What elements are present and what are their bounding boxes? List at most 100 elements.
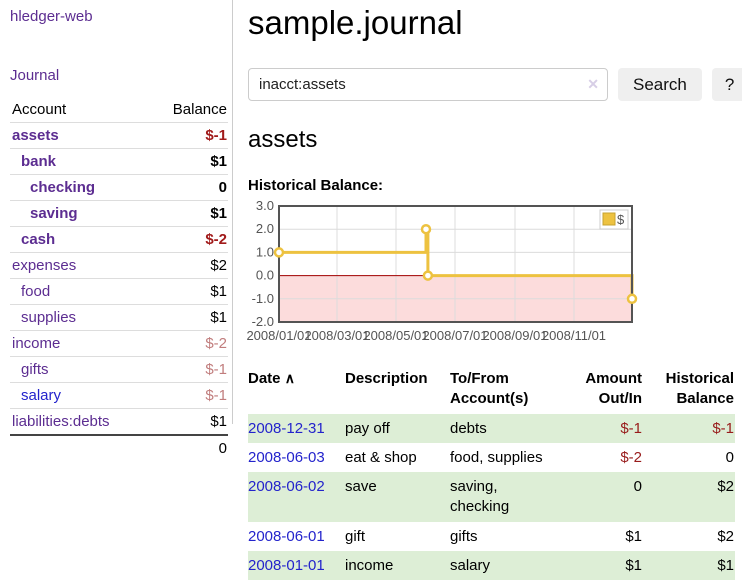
sidebar-account-link[interactable]: expenses — [12, 257, 77, 274]
header-amount: Amount Out/In — [585, 370, 642, 408]
chart-legend: $ — [599, 209, 629, 230]
account-heading: assets — [248, 126, 318, 153]
sidebar-account-link[interactable]: food — [21, 283, 51, 300]
transaction-description: pay off — [345, 413, 450, 443]
main-content: sample.journal ✕ Search ? assets Histori… — [233, 0, 742, 582]
search-input-wrap: ✕ — [248, 68, 608, 101]
account-balance: $-1 — [148, 382, 228, 409]
transaction-row: 2008-06-02 save saving, checking 0 $2 — [248, 472, 735, 522]
sort-ascending-icon[interactable]: ∧ — [284, 370, 295, 386]
svg-text:0.0: 0.0 — [256, 268, 274, 283]
account-balance: 0 — [148, 174, 228, 201]
transaction-amount: $-2 — [620, 448, 642, 466]
account-balance: $-2 — [148, 330, 228, 357]
transaction-amount: $-1 — [562, 413, 642, 443]
search-button[interactable]: Search — [618, 68, 702, 101]
accounts-header-account: Account — [12, 101, 67, 118]
header-accounts: To/From Account(s) — [450, 370, 529, 408]
transactions-table: Date ∧ Description To/From Account(s) Am… — [248, 365, 735, 580]
svg-text:2008/11/01: 2008/11/01 — [542, 328, 606, 343]
search-form: ✕ Search ? — [248, 68, 742, 101]
svg-text:-1.0: -1.0 — [252, 291, 274, 306]
accounts-header-balance: Balance — [172, 101, 227, 118]
account-balance: $1 — [148, 304, 228, 331]
account-balance: $1 — [148, 278, 228, 305]
transaction-accounts: debts — [450, 413, 562, 443]
transaction-accounts: gifts — [450, 527, 478, 545]
transaction-row: 2008-01-01 income salary $1 $1 — [248, 550, 735, 580]
sidebar-item-journal[interactable]: Journal — [10, 67, 60, 84]
accounts-table: Account Balance assets $-1 bank $1 check… — [10, 98, 228, 461]
account-balance: $1 — [148, 148, 228, 175]
transaction-balance: $2 — [642, 472, 735, 522]
account-balance: $-1 — [148, 356, 228, 383]
transaction-accounts: saving, checking — [450, 472, 562, 522]
page-title: sample.journal — [248, 4, 463, 41]
header-balance: Historical Balance — [665, 370, 734, 408]
search-input[interactable] — [248, 68, 608, 101]
sidebar: hledger-web Journal Account Balance asse… — [0, 0, 233, 461]
chart-title: Historical Balance: — [248, 177, 384, 194]
transaction-date-link[interactable]: 2008-06-02 — [248, 478, 325, 495]
svg-text:$: $ — [617, 212, 625, 227]
transaction-date-link[interactable]: 2008-12-31 — [248, 419, 325, 437]
sidebar-account-link[interactable]: income — [12, 335, 61, 352]
account-row: salary $-1 — [10, 382, 228, 409]
accounts-header-row: Account Balance — [10, 98, 228, 123]
svg-text:2008/01/01: 2008/01/01 — [246, 328, 311, 343]
transaction-balance: $2 — [717, 527, 734, 545]
transaction-description: eat & shop — [345, 448, 417, 466]
account-row: food $1 — [10, 278, 228, 305]
svg-text:2.0: 2.0 — [256, 221, 274, 236]
accounts-total-spacer — [10, 434, 149, 461]
sidebar-account-link[interactable]: cash — [21, 231, 56, 248]
header-description: Description — [345, 370, 428, 387]
transaction-row: 2008-06-03 eat & shop food, supplies $-2… — [248, 443, 735, 472]
sidebar-account-link[interactable]: gifts — [21, 361, 49, 378]
svg-text:2008/05/01: 2008/05/01 — [363, 328, 428, 343]
transaction-description: income — [345, 550, 450, 580]
transaction-description: save — [345, 472, 450, 522]
help-button[interactable]: ? — [711, 68, 742, 101]
accounts-total-row: 0 — [10, 434, 228, 461]
accounts-total-value: 0 — [148, 434, 228, 461]
transaction-date-link[interactable]: 2008-01-01 — [248, 556, 325, 574]
account-balance: $1 — [148, 408, 228, 435]
account-row: liabilities:debts $1 — [10, 408, 228, 435]
sidebar-account-link[interactable]: assets — [12, 127, 59, 144]
transaction-balance: 0 — [725, 448, 734, 466]
account-row: supplies $1 — [10, 304, 228, 331]
clear-search-icon[interactable]: ✕ — [587, 76, 599, 92]
sidebar-account-link[interactable]: salary — [21, 387, 62, 404]
transaction-date-link[interactable]: 2008-06-03 — [248, 448, 325, 466]
sidebar-account-link[interactable]: liabilities:debts — [12, 413, 110, 430]
transactions-header-row: Date ∧ Description To/From Account(s) Am… — [248, 365, 735, 414]
transaction-balance: $-1 — [642, 413, 735, 443]
transaction-accounts: food, supplies — [450, 448, 543, 466]
sidebar-account-link[interactable]: supplies — [21, 309, 77, 326]
transaction-amount: 0 — [562, 472, 642, 522]
header-date[interactable]: Date ∧ — [248, 370, 295, 387]
transaction-balance: $1 — [642, 550, 735, 580]
historical-balance-chart: $3.0 2.0 1.0 0.0 -1.0 -2.0 2008/01/01 2008/03/0… — [245, 198, 736, 351]
svg-text:2008/07/01: 2008/07/01 — [422, 328, 487, 343]
account-row: bank $1 — [10, 148, 228, 175]
historical-balance-chart-svg: $3.0 2.0 1.0 0.0 -1.0 -2.02008/01/012008/03/0… — [246, 198, 638, 343]
transaction-date-link[interactable]: 2008-06-01 — [248, 527, 325, 545]
account-balance: $-1 — [148, 122, 228, 149]
account-balance: $1 — [148, 200, 228, 227]
account-balance: $-2 — [148, 226, 228, 253]
transaction-accounts: salary — [450, 550, 562, 580]
account-row: saving $1 — [10, 200, 228, 227]
account-row: gifts $-1 — [10, 356, 228, 383]
sidebar-account-link[interactable]: checking — [30, 179, 96, 196]
account-row: checking 0 — [10, 174, 228, 201]
sidebar-account-link[interactable]: saving — [30, 205, 78, 222]
transaction-amount: $1 — [625, 527, 642, 545]
account-balance: $2 — [148, 252, 228, 279]
svg-text:3.0: 3.0 — [256, 199, 274, 213]
transaction-row: 2008-12-31 pay off debts $-1 $-1 — [248, 413, 735, 443]
transaction-description: gift — [345, 527, 366, 545]
sidebar-account-link[interactable]: bank — [21, 153, 57, 170]
app-title-link[interactable]: hledger-web — [10, 8, 93, 25]
